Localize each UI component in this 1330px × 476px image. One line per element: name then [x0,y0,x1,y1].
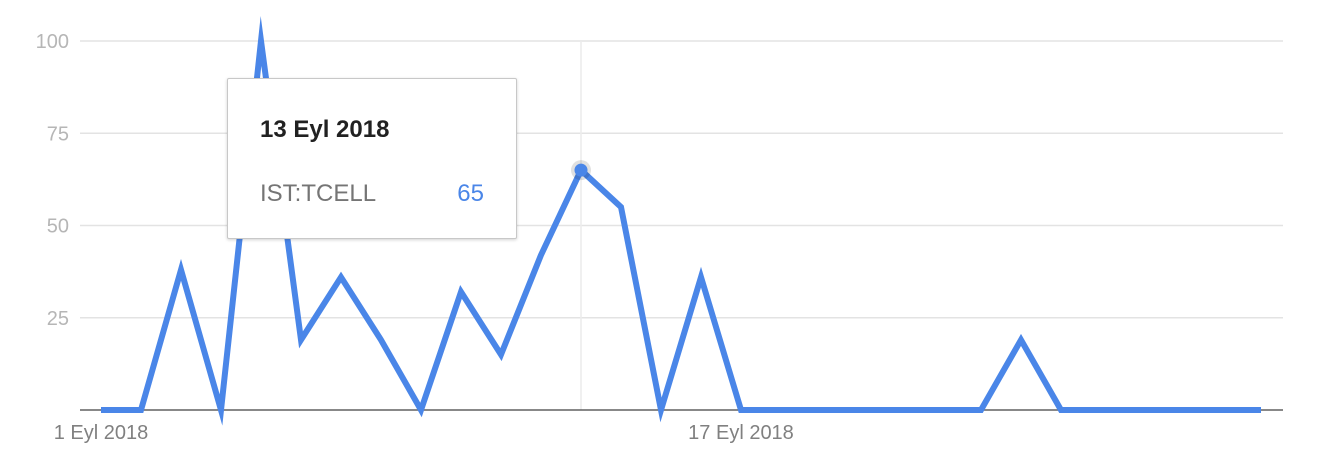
tooltip-value: 65 [457,180,484,207]
highlight-dot[interactable] [574,163,588,177]
tooltip: 13 Eyl 2018 IST:TCELL 65 [227,78,517,239]
x-axis-ticks: 1 Eyl 2018 17 Eyl 2018 [54,422,794,444]
highlighted-point[interactable] [571,160,591,181]
tooltip-series-name: IST:TCELL [260,180,377,207]
y-tick-label: 25 [47,308,69,330]
y-axis-ticks: 25 50 75 100 [36,31,69,330]
x-tick-label: 1 Eyl 2018 [54,422,149,444]
y-tick-label: 75 [47,123,69,145]
x-tick-label: 17 Eyl 2018 [688,422,794,444]
tooltip-date: 13 Eyl 2018 [260,116,390,143]
y-tick-label: 50 [47,216,69,238]
series-line-ist-tcell[interactable] [101,16,1261,426]
y-tick-label: 100 [36,31,69,53]
